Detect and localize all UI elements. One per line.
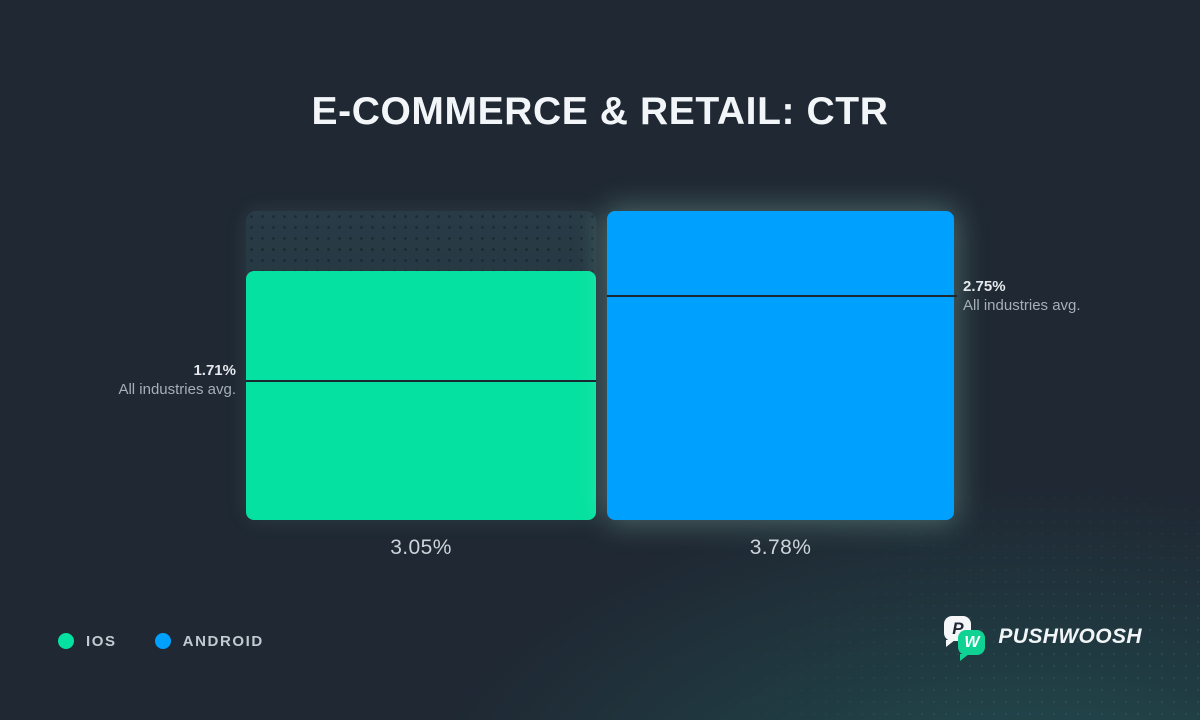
benchmark-sublabel-android: All industries avg. [963,297,1081,314]
benchmark-value-android: 2.75% [963,278,1006,295]
legend-item-android: ANDROID [154,632,264,650]
legend-item-ios: IOS [58,633,117,650]
chart-title: E-COMMERCE & RETAIL: CTR [311,90,889,134]
legend-label-android: ANDROID [182,632,264,650]
benchmark-value-ios: 1.71% [193,362,236,379]
legend-dot-android [154,633,171,649]
speech-bubble-w-icon: W [958,630,986,661]
bar-android [607,211,954,520]
legend-dot-ios [58,633,74,649]
bar-value-ios: 3.05% [390,536,452,559]
legend-label-ios: IOS [86,632,117,650]
legend: IOS ANDROID [58,631,264,651]
benchmark-sublabel-ios: All industries avg. [118,381,236,398]
brand-logo: P W PUSHWOOSH [942,613,1142,661]
benchmark-label-android: 2.75% All industries avg. [963,277,1081,315]
pushwoosh-icon: P W [942,614,988,661]
bar-value-android: 3.78% [749,536,812,559]
brand-name: PUSHWOOSH [998,625,1142,648]
benchmark-label-ios: 1.71% All industries avg. [118,361,236,399]
benchmark-line-ios [246,380,596,382]
benchmark-line-android [607,295,957,297]
bar-ios [246,271,596,520]
